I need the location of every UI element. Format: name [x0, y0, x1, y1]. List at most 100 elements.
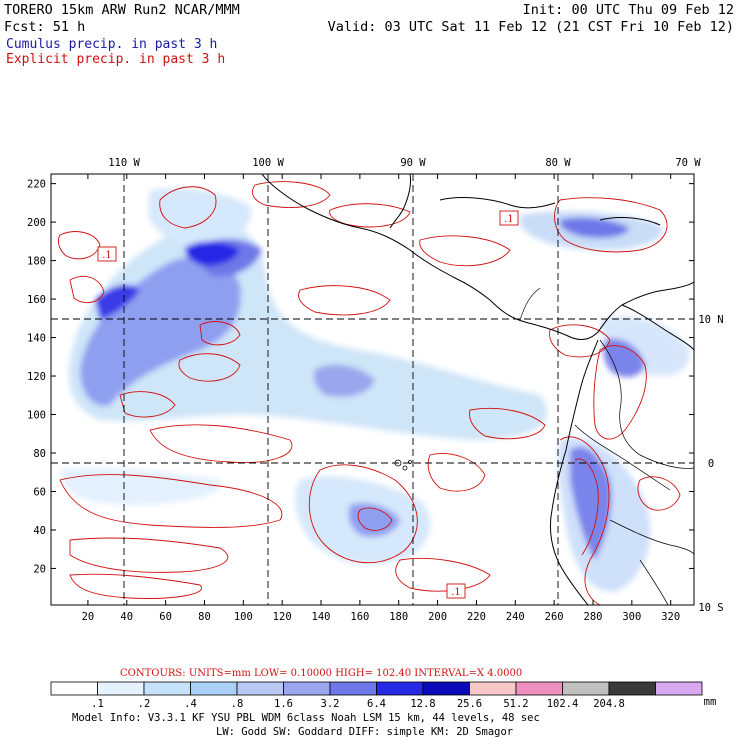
y-tick-label: 60: [33, 486, 46, 498]
cumulus-medium-west: [80, 256, 241, 406]
y-tick-label: 220: [27, 179, 46, 191]
y-tick-label: 80: [33, 448, 46, 460]
y-tick-label: 180: [27, 256, 46, 268]
legend-explicit: Explicit precip. in past 3 h: [6, 52, 225, 67]
y-tick-label: 120: [27, 371, 46, 383]
colorbar-swatch: [329, 681, 377, 696]
contour-south-a: [59, 474, 283, 528]
coastlines: [261, 174, 694, 605]
colorbar-swatch: [97, 681, 145, 696]
colorbar-level-label: .8: [231, 698, 244, 710]
colorbar-swatch: [50, 681, 98, 696]
cumulus-shading: [60, 188, 690, 592]
y-tick-label: 40: [33, 525, 46, 537]
cumulus-south-light: [60, 468, 222, 505]
x-tick-label: 260: [545, 611, 564, 623]
contour-storm-outer: [308, 464, 418, 564]
valid-time: Valid: 03 UTC Sat 11 Feb 12 (21 CST Fri …: [328, 19, 734, 35]
x-tick-label: 100: [234, 611, 253, 623]
x-tick-label: 220: [467, 611, 486, 623]
y-tick-label: 200: [27, 217, 46, 229]
colorbar-level-label: 3.2: [321, 698, 340, 710]
x-tick-label: 300: [622, 611, 641, 623]
latitude-label: 10 N: [698, 314, 723, 326]
colorbar-level-label: 51.2: [503, 698, 528, 710]
cumulus-medium-storm: [348, 503, 400, 537]
colorbar-labels: .1 .2 .4 .8 1.6 3.2 6.4 12.8 25.6 51.2 102.4 204.8: [91, 698, 625, 710]
cumulus-dark-caribbean: [559, 217, 630, 238]
colorbar-swatch: [655, 681, 703, 696]
y-axis: 20 40 60 80 100 120 140 160 180 200 220: [27, 179, 694, 575]
colorbar-level-label: 6.4: [367, 698, 386, 710]
longitude-labels: 110 W 100 W 90 W 80 W 70 W: [108, 157, 701, 169]
latlon-grid: [51, 174, 694, 605]
border-bolivia: [639, 559, 669, 605]
coastline-south-america-west: [549, 339, 599, 605]
colorbar-swatch: [469, 681, 517, 696]
y-tick-label: 20: [33, 563, 46, 575]
colorbar-unit: mm: [704, 696, 717, 708]
init-time: Init: 00 UTC Thu 09 Feb 12: [523, 2, 734, 18]
contour-eq-a: [469, 407, 546, 440]
contour-label-2: .1: [499, 210, 519, 226]
longitude-label: 70 W: [675, 157, 701, 169]
border-colombia: [599, 339, 694, 469]
contour-west-b: [69, 276, 105, 304]
contour-label-boxes: .1 .1 .1: [97, 210, 519, 599]
longitude-label: 110 W: [108, 157, 140, 169]
contour-storm-inner: [357, 507, 393, 531]
contour-mid-a: [149, 424, 293, 463]
contour-caribbean: [554, 197, 668, 253]
contour-north-b: [252, 181, 331, 208]
contour-south-c: [69, 573, 202, 599]
country-borders: [519, 287, 694, 605]
colorbar-swatch: [422, 681, 470, 696]
contour-panama: [549, 324, 611, 358]
x-tick-label: 320: [661, 611, 680, 623]
x-tick-label: 20: [82, 611, 95, 623]
legend-cumulus: Cumulus precip. in past 3 h: [6, 37, 217, 52]
cumulus-medium-center: [313, 364, 375, 397]
contour-center-b: [298, 285, 391, 316]
longitude-label: 100 W: [252, 157, 284, 169]
border-peru-brazil: [609, 519, 694, 556]
y-tick-label: 100: [27, 410, 46, 422]
contour-north-a: [159, 186, 217, 229]
colorbar-level-label: .1: [91, 698, 104, 710]
colorbar-level-label: 204.8: [593, 698, 625, 710]
coastline-cuba: [439, 197, 556, 209]
x-axis: 20 40 60 80 100 120 140 160 180 200 220 240 260 280 30…: [82, 174, 680, 623]
contour-label-3: .1: [446, 583, 466, 599]
svg-text:.1: .1: [102, 250, 112, 261]
contour-sa-east: [637, 476, 681, 511]
x-tick-label: 160: [350, 611, 369, 623]
x-tick-label: 80: [198, 611, 211, 623]
x-tick-label: 60: [159, 611, 172, 623]
model-title: TORERO 15km ARW Run2 NCAR/MMM: [4, 2, 240, 18]
svg-text:.1: .1: [504, 214, 514, 225]
latitude-label: 0: [708, 458, 714, 470]
y-tick-label: 140: [27, 333, 46, 345]
latitude-labels: 10 N 0 10 S: [698, 314, 723, 614]
colorbar-level-label: 102.4: [547, 698, 579, 710]
colorbar-swatch: [283, 681, 331, 696]
border-ecuador-peru: [574, 424, 671, 491]
colorbar-swatch: [190, 681, 238, 696]
explicit-contours: [57, 181, 681, 605]
contour-center-c: [199, 321, 241, 346]
y-tick-label: 160: [27, 294, 46, 306]
longitude-label: 90 W: [400, 157, 426, 169]
colorbar-swatch: [515, 681, 563, 696]
contour-north-c: [329, 203, 411, 228]
contour-sa-north: [593, 345, 647, 440]
x-tick-label: 180: [389, 611, 408, 623]
cumulus-intense-north: [184, 241, 240, 266]
cumulus-intense-west: [95, 284, 140, 320]
x-tick-label: 240: [506, 611, 525, 623]
contour-center-a: [178, 353, 241, 382]
x-tick-label: 200: [428, 611, 447, 623]
contour-west-c: [119, 391, 176, 418]
contour-south-d: [395, 557, 491, 592]
cumulus-medium-andes: [570, 446, 612, 560]
